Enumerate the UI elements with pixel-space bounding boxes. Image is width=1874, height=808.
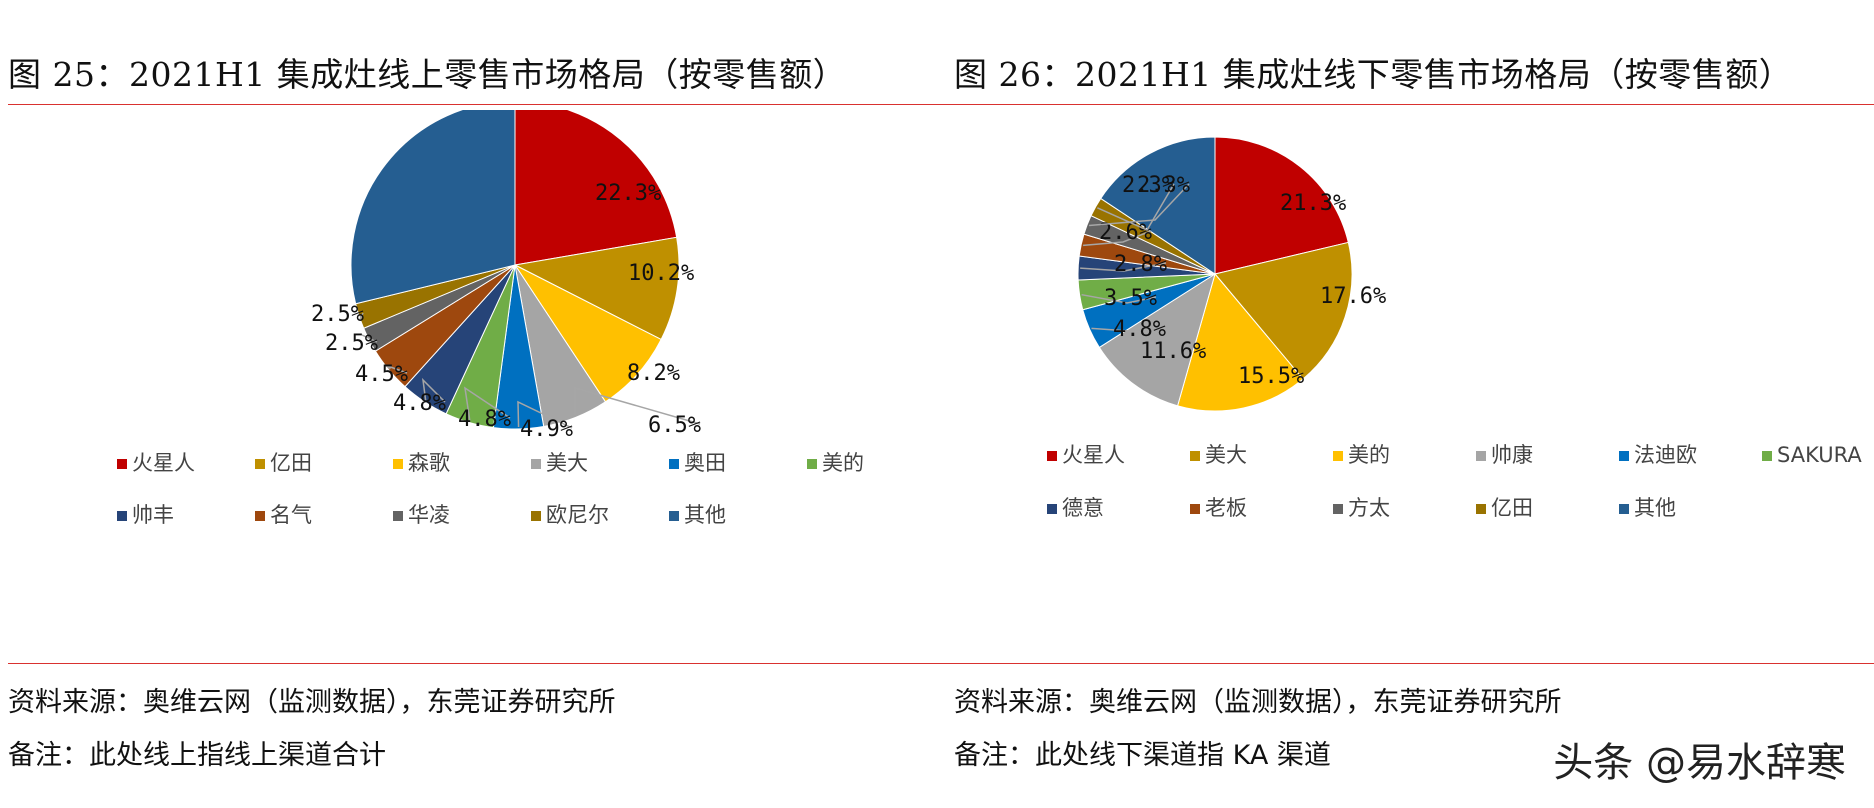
legend-swatch <box>117 511 127 521</box>
legend-label: 帅丰 <box>132 503 174 527</box>
leader-line <box>361 334 378 343</box>
legend-label: SAKURA <box>1777 443 1862 467</box>
legend-label: 美的 <box>1348 443 1390 467</box>
remark-note: 备注：此处线上指线上渠道合计 <box>8 740 386 771</box>
slice-data-label: 3.5% <box>1104 286 1157 311</box>
leader-line <box>574 387 701 425</box>
legend-label: 美的 <box>822 451 864 475</box>
legend-swatch <box>1047 504 1057 514</box>
pie-slice <box>1214 136 1349 275</box>
slice-data-label: 6.5% <box>648 413 701 438</box>
pie-chart-online: 22.3% 10.2% 8.2% 6.5% 4.9% 4.8% 4.8% 4.5% 2.5% 2.… <box>117 110 864 527</box>
slice-data-label: 2.3% <box>1122 173 1175 198</box>
bottom-rule <box>8 663 938 664</box>
legend-label: 美大 <box>546 451 588 475</box>
watermark-text: 头条 @易水辞寒 <box>1553 740 1846 786</box>
legend-label: 方太 <box>1348 496 1390 520</box>
leader-line <box>421 377 446 403</box>
leader-line <box>359 312 364 321</box>
legend-swatch <box>669 459 679 469</box>
legend-swatch <box>117 459 127 469</box>
legend-swatch <box>393 459 403 469</box>
legend-label: 其他 <box>684 503 726 527</box>
legend-swatch <box>1190 451 1200 461</box>
legend-label: 火星人 <box>1062 443 1125 467</box>
leader-line <box>1097 183 1175 231</box>
legend-swatch <box>807 459 817 469</box>
slice-data-label: 2.5% <box>325 331 378 356</box>
pie-slice <box>350 110 516 305</box>
legend-label: 欧尼尔 <box>546 503 609 527</box>
legend-swatch <box>669 511 679 521</box>
pie-slice <box>1098 272 1216 407</box>
slice-data-label: 2.8% <box>1114 252 1167 277</box>
source-note: 资料来源：奥维云网（监测数据），东莞证券研究所 <box>8 687 616 718</box>
legend-label: 亿田 <box>270 451 312 475</box>
legend-label: 帅康 <box>1491 443 1533 467</box>
legend-swatch <box>1619 504 1629 514</box>
legend-swatch <box>531 459 541 469</box>
top-rule <box>8 104 938 105</box>
legend-swatch <box>1047 451 1057 461</box>
leader-line <box>1091 327 1166 334</box>
figure-title: 图 25：2021H1 集成灶线上零售市场格局（按零售额） <box>8 55 847 94</box>
slice-data-label: 21.3% <box>1280 191 1346 216</box>
legend-label: 美大 <box>1205 443 1247 467</box>
leader-line <box>1080 262 1167 272</box>
leader-line <box>384 364 408 374</box>
legend-label: 森歌 <box>408 451 450 475</box>
legend-label: 老板 <box>1205 496 1247 520</box>
legend-label: 法迪欧 <box>1634 443 1697 467</box>
legend-swatch <box>1333 504 1343 514</box>
slice-data-label: 4.5% <box>355 362 408 387</box>
pie-slice <box>1100 136 1216 275</box>
slice-data-label: 4.8% <box>1113 317 1166 342</box>
pie-chart-offline: 21.3%17.6%15.5%11.6%4.8%3.5%2.8%2.6%2.3%… <box>1047 136 1862 520</box>
figure-title: 图 26：2021H1 集成灶线下零售市场格局（按零售额） <box>954 55 1793 94</box>
legend-label: 亿田 <box>1491 496 1533 520</box>
leader-line <box>1081 293 1157 304</box>
legend-swatch <box>1476 504 1486 514</box>
slice-data-label: 8.2% <box>627 361 680 386</box>
legend-swatch <box>1476 451 1486 461</box>
pie-slice <box>514 110 678 266</box>
legend-label: 奥田 <box>684 451 726 475</box>
left-figure-panel: 图 25：2021H1 集成灶线上零售市场格局（按零售额） 22.3% 10.2%… <box>8 55 938 771</box>
legend-swatch <box>255 511 265 521</box>
slice-data-label: 4.8% <box>393 391 446 416</box>
pie-slice <box>513 236 680 341</box>
legend-swatch <box>1190 504 1200 514</box>
legend-swatch <box>255 459 265 469</box>
top-rule <box>937 104 1874 105</box>
legend-label: 名气 <box>270 503 312 527</box>
right-figure-panel: 图 26：2021H1 集成灶线下零售市场格局（按零售额） 21.3% 17.6%… <box>937 0 1874 808</box>
legend-label: 其他 <box>1634 496 1676 520</box>
slice-data-label: 4.8% <box>458 407 511 432</box>
leader-line <box>1088 183 1190 227</box>
legend-swatch <box>393 511 403 521</box>
bottom-rule <box>937 663 1874 664</box>
legend-label: 华凌 <box>408 503 450 527</box>
legend-swatch <box>531 511 541 521</box>
slice-data-label: 2.3% <box>1137 173 1190 198</box>
slice-data-label: 17.6% <box>1320 284 1386 309</box>
slice-data-label: 11.6% <box>1140 339 1206 364</box>
leader-line <box>517 400 573 429</box>
legend-swatch <box>1619 451 1629 461</box>
remark-note: 备注：此处线下渠道指 KA 渠道 <box>954 740 1331 771</box>
slice-data-label: 2.5% <box>311 302 364 327</box>
leader-line <box>1083 230 1152 247</box>
slice-data-label: 22.3% <box>595 181 661 206</box>
slice-data-label: 15.5% <box>1238 364 1304 389</box>
legend-swatch <box>1762 451 1772 461</box>
slice-data-label: 4.9% <box>520 417 573 442</box>
leader-line <box>464 386 511 421</box>
legend-label: 德意 <box>1062 496 1104 520</box>
source-note: 资料来源：奥维云网（监测数据），东莞证券研究所 <box>954 687 1562 718</box>
pie-slice <box>1214 241 1353 380</box>
slice-data-label: 10.2% <box>628 261 694 286</box>
legend-label: 火星人 <box>132 451 195 475</box>
pie-slice <box>1176 272 1304 412</box>
legend-swatch <box>1333 451 1343 461</box>
